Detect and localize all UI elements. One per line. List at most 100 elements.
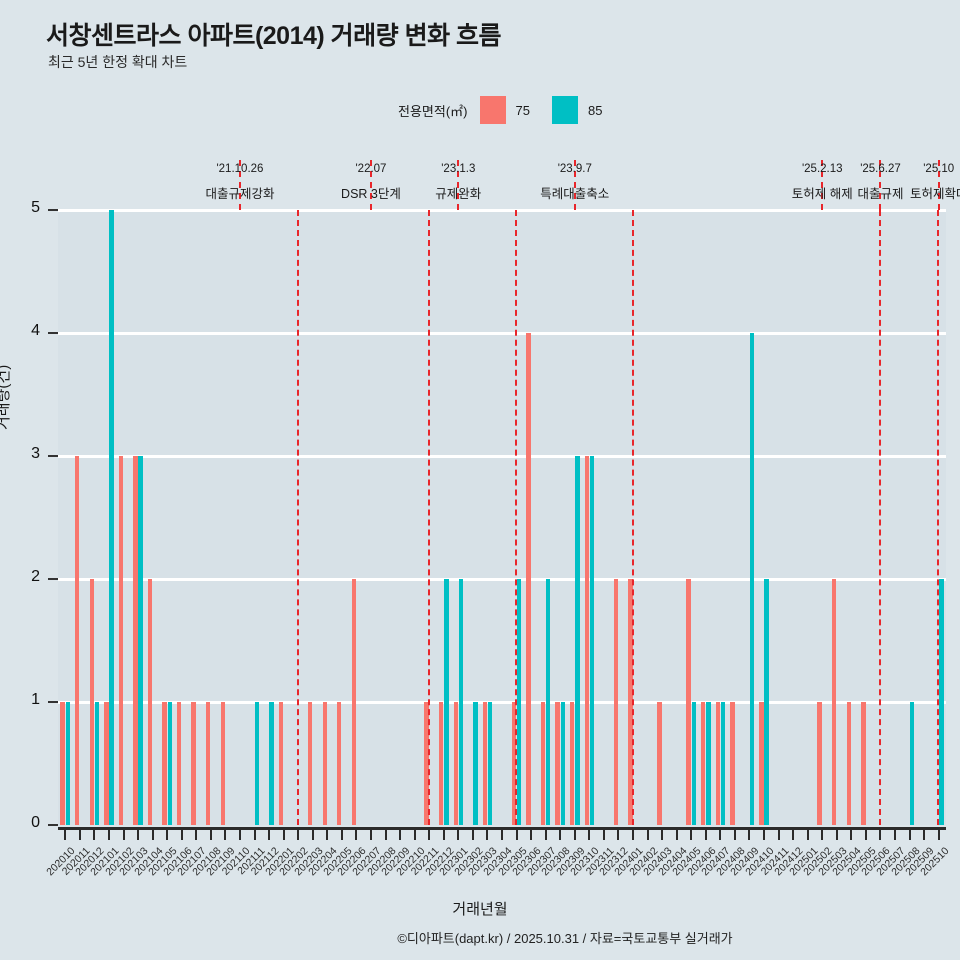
x-tick <box>166 830 169 840</box>
x-tick <box>923 830 926 840</box>
x-tick <box>326 830 329 840</box>
bar <box>337 702 342 825</box>
x-tick <box>107 830 110 840</box>
event-date-label: '23.9.7 <box>557 163 592 175</box>
y-tick <box>48 332 58 334</box>
x-tick <box>675 830 678 840</box>
bar <box>458 579 464 825</box>
x-tick <box>908 830 911 840</box>
x-tick <box>311 830 314 840</box>
bar <box>473 702 478 825</box>
gridline <box>58 700 946 704</box>
event-line-extension <box>937 160 940 210</box>
bar <box>487 702 493 825</box>
x-tick <box>835 830 838 840</box>
bar <box>817 702 822 825</box>
x-tick <box>209 830 212 840</box>
event-date-label: '25.2.13 <box>801 163 843 175</box>
x-tick <box>224 830 227 840</box>
event-line <box>427 210 430 825</box>
legend: 전용면적(㎡) 75 85 <box>398 96 602 124</box>
bar <box>424 702 429 825</box>
x-tick <box>806 830 809 840</box>
bar <box>322 702 327 825</box>
y-axis-title: 거래량(건) <box>0 364 12 430</box>
bar <box>147 579 153 825</box>
x-tick <box>573 830 576 840</box>
x-tick <box>661 830 664 840</box>
x-tick <box>384 830 387 840</box>
y-tick-label: 0 <box>31 814 40 831</box>
x-tick <box>748 830 751 840</box>
x-tick <box>850 830 853 840</box>
event-line <box>631 210 634 825</box>
y-tick-label: 5 <box>31 199 40 216</box>
event-name-label: 특례대출축소 <box>540 187 610 201</box>
x-tick <box>632 830 635 840</box>
x-tick <box>442 830 445 840</box>
event-line-extension <box>821 160 824 210</box>
bar <box>589 456 595 825</box>
x-tick <box>821 830 824 840</box>
x-tick <box>355 830 358 840</box>
event-line-extension <box>457 160 460 210</box>
legend-label-75: 75 <box>515 102 530 118</box>
x-tick <box>195 830 198 840</box>
bar <box>133 456 138 825</box>
bar <box>546 579 551 825</box>
x-tick <box>399 830 402 840</box>
bar <box>686 579 691 825</box>
x-tick <box>719 830 722 840</box>
bar <box>138 456 143 825</box>
event-line-extension <box>238 160 241 210</box>
bar <box>569 702 575 825</box>
x-tick <box>369 830 372 840</box>
x-tick <box>93 830 96 840</box>
bar <box>832 579 837 825</box>
bar <box>759 702 764 825</box>
y-tick <box>48 455 58 457</box>
x-tick <box>894 830 897 840</box>
y-tick <box>48 701 58 703</box>
x-tick <box>515 830 518 840</box>
y-tick-label: 3 <box>31 445 40 462</box>
x-tick <box>937 830 940 840</box>
gridline <box>58 208 946 212</box>
bar <box>575 456 580 825</box>
x-tick <box>646 830 649 840</box>
legend-label-85: 85 <box>587 102 603 118</box>
event-line-extension <box>369 160 372 210</box>
event-name-label: 규제완화 <box>435 187 482 201</box>
x-tick <box>602 830 605 840</box>
legend-swatch-75 <box>479 96 506 124</box>
x-tick <box>297 830 300 840</box>
x-tick <box>544 830 547 840</box>
bar <box>715 702 720 825</box>
bar <box>482 702 488 825</box>
x-tick <box>588 830 591 840</box>
bar <box>691 702 697 825</box>
gridline <box>58 454 946 458</box>
bar <box>555 702 560 825</box>
x-tick <box>238 830 241 840</box>
bar <box>764 579 769 825</box>
x-axis-title: 거래년월 <box>452 901 508 918</box>
bar <box>89 579 94 825</box>
bar <box>584 456 589 825</box>
x-tick <box>864 830 867 840</box>
x-tick <box>268 830 271 840</box>
event-line-extension <box>879 160 882 210</box>
x-tick <box>763 830 766 840</box>
y-tick-label: 4 <box>31 322 40 339</box>
x-tick <box>704 830 707 840</box>
event-date-label: '25.10 <box>923 163 955 175</box>
event-line <box>937 210 940 825</box>
event-date-label: '23.1.3 <box>441 163 476 175</box>
y-tick-label: 2 <box>31 568 40 585</box>
bar <box>176 702 182 825</box>
event-date-label: '21.10.26 <box>216 163 264 175</box>
bar <box>60 702 65 825</box>
x-tick <box>559 830 562 840</box>
bar <box>910 702 915 825</box>
bar <box>104 702 109 825</box>
